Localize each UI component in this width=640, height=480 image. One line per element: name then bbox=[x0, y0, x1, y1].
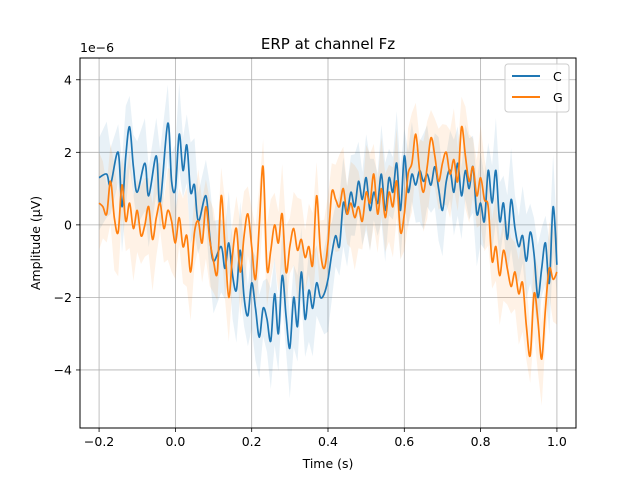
chart-title: ERP at channel Fz bbox=[261, 35, 395, 53]
x-tick-label: 0.4 bbox=[318, 434, 338, 449]
y-tick-label: 2 bbox=[64, 145, 72, 160]
series-line-g bbox=[98, 125, 558, 360]
y-axis-label: Amplitude (µV) bbox=[28, 196, 43, 290]
x-ticks: −0.2 0.0 0.2 0.4 0.6 0.8 1.0 bbox=[84, 428, 567, 449]
band-g bbox=[99, 96, 557, 406]
x-axis-label: Time (s) bbox=[302, 456, 354, 471]
series-lines bbox=[98, 122, 558, 360]
x-tick-label: 0.2 bbox=[242, 434, 262, 449]
x-tick-label: 0.8 bbox=[471, 434, 491, 449]
legend-label-c: C bbox=[553, 69, 562, 84]
x-tick-label: 0.0 bbox=[165, 434, 185, 449]
series-line-c bbox=[98, 122, 558, 350]
x-tick-label: 1.0 bbox=[547, 434, 567, 449]
y-scale-label: 1e−6 bbox=[80, 40, 114, 55]
y-ticks: −4 −2 0 2 4 bbox=[54, 72, 80, 377]
y-tick-label: −2 bbox=[54, 290, 72, 305]
x-tick-label: −0.2 bbox=[84, 434, 114, 449]
x-tick-label: 0.6 bbox=[394, 434, 414, 449]
legend: C G bbox=[504, 63, 570, 113]
legend-label-g: G bbox=[553, 90, 563, 105]
y-tick-label: −4 bbox=[54, 362, 72, 377]
y-tick-label: 0 bbox=[64, 217, 72, 232]
y-tick-label: 4 bbox=[64, 72, 72, 87]
